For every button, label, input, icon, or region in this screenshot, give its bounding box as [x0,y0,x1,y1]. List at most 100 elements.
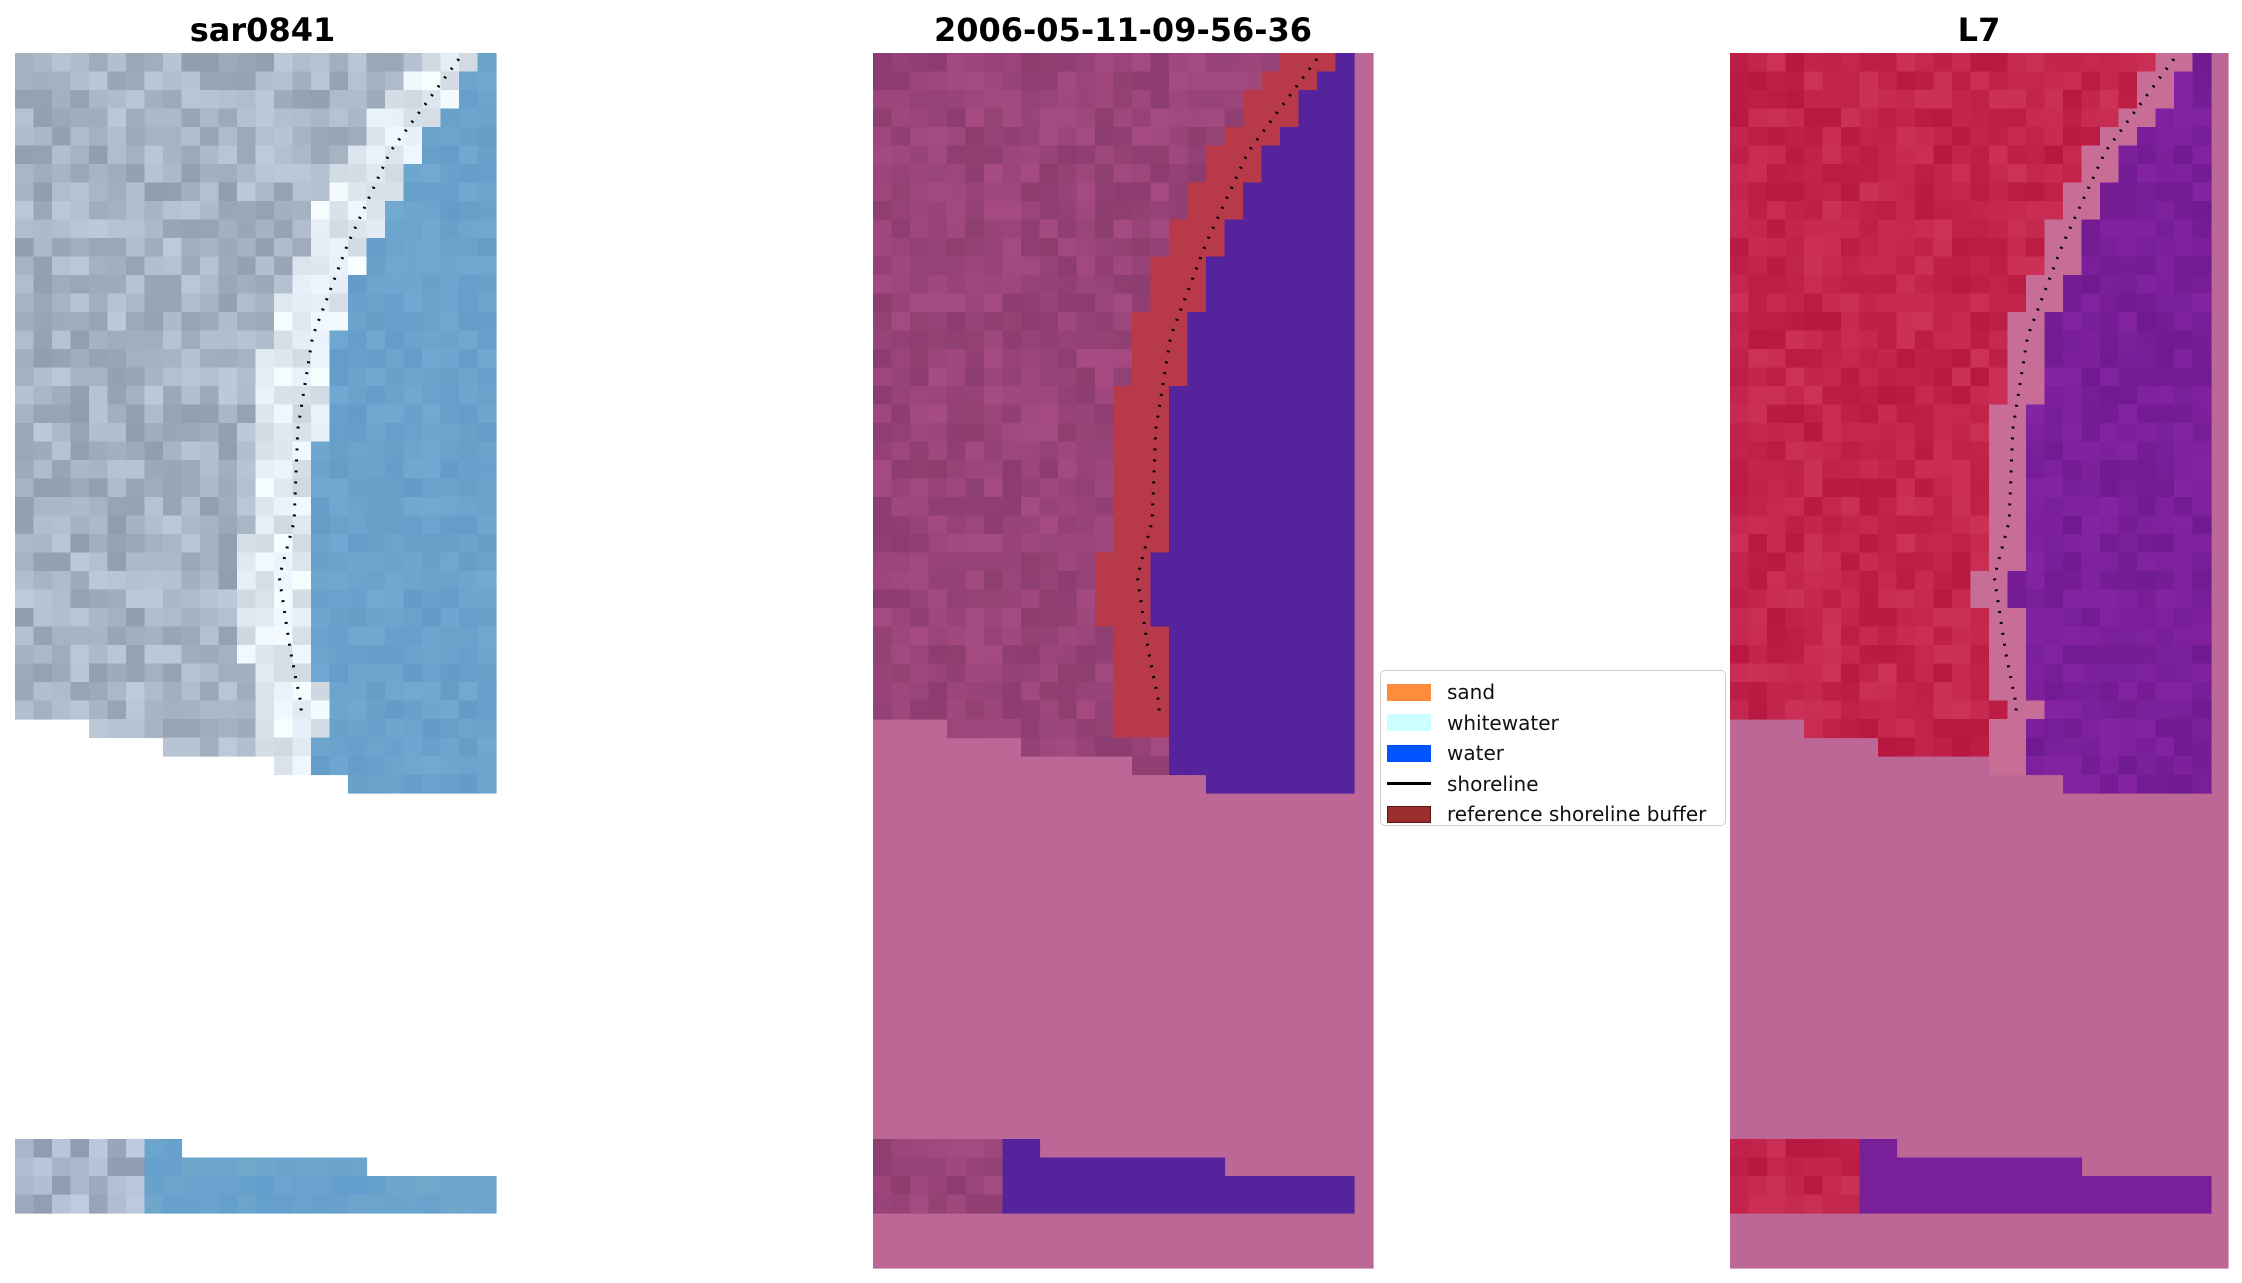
image-pixel [126,127,146,147]
image-pixel [2100,737,2120,757]
image-pixel [2081,534,2101,554]
image-pixel [403,90,423,110]
image-pixel [1878,1176,1898,1196]
image-pixel [2174,182,2194,202]
image-pixel [1933,312,1953,332]
image-pixel [459,700,479,720]
image-pixel [200,275,220,295]
image-pixel [440,608,460,628]
image-pixel [1915,1176,1935,1196]
image-pixel [292,719,312,739]
image-pixel [237,534,257,554]
image-pixel [1317,182,1337,202]
image-pixel [1933,1194,1953,1214]
image-pixel [1952,404,1972,424]
image-pixel [89,404,109,424]
image-pixel [873,108,893,128]
image-pixel [1878,645,1898,665]
image-pixel [2118,275,2138,295]
image-pixel [1952,90,1972,110]
image-pixel [385,497,405,517]
image-pixel [274,441,294,461]
image-pixel [1169,238,1189,258]
image-pixel [15,330,35,350]
image-pixel [255,312,275,332]
image-pixel [2026,275,2046,295]
image-pixel [274,293,294,313]
image-pixel [891,256,911,276]
image-pixel [218,663,238,683]
image-pixel [1804,275,1824,295]
image-pixel [2155,404,2175,424]
image-pixel [2044,312,2064,332]
image-pixel [126,1157,146,1177]
image-pixel [1767,608,1787,628]
image-pixel [1841,53,1861,73]
image-pixel [255,108,275,128]
image-pixel [1280,219,1300,239]
image-pixel [2100,663,2120,683]
image-pixel [218,386,238,406]
image-pixel [292,1157,312,1177]
image-pixel [237,515,257,535]
image-pixel [910,108,930,128]
image-pixel [1970,367,1990,387]
image-pixel [200,201,220,221]
image-pixel [274,663,294,683]
image-pixel [181,238,201,258]
image-pixel [1206,312,1226,332]
image-pixel [126,1194,146,1214]
image-pixel [1822,1139,1842,1159]
image-pixel [1113,201,1133,221]
image-pixel [2137,312,2157,332]
image-pixel [2081,460,2101,480]
image-pixel [2155,275,2175,295]
image-pixel [292,441,312,461]
image-pixel [181,349,201,369]
image-pixel [1335,90,1355,110]
image-pixel [1896,201,1916,221]
image-pixel [422,275,442,295]
image-pixel [1317,71,1337,91]
image-pixel [126,201,146,221]
image-pixel [311,312,331,332]
image-pixel [2026,645,2046,665]
image-pixel [311,1194,331,1214]
image-pixel [2044,330,2064,350]
image-pixel [1933,534,1953,554]
image-pixel [2081,571,2101,591]
image-pixel [329,1176,349,1196]
image-pixel [311,589,331,609]
image-pixel [1039,145,1059,165]
image-pixel [2192,349,2212,369]
image-pixel [1989,1157,2009,1177]
image-pixel [89,330,109,350]
image-pixel [33,626,53,646]
image-pixel [348,404,368,424]
image-pixel [181,312,201,332]
image-pixel [274,756,294,776]
image-pixel [1804,201,1824,221]
image-pixel [2118,404,2138,424]
image-pixel [107,571,127,591]
image-pixel [1767,497,1787,517]
image-pixel [218,682,238,702]
image-pixel [1822,719,1842,739]
image-pixel [366,238,386,258]
image-pixel [1952,219,1972,239]
image-pixel [1767,219,1787,239]
image-pixel [403,589,423,609]
image-pixel [477,441,497,461]
image-pixel [385,589,405,609]
image-pixel [2063,737,2083,757]
image-pixel [70,515,90,535]
image-pixel [144,238,164,258]
image-pixel [385,164,405,184]
image-pixel [15,164,35,184]
image-pixel [1730,663,1750,683]
image-pixel [89,663,109,683]
image-pixel [1952,608,1972,628]
image-pixel [2192,256,2212,276]
image-pixel [1002,145,1022,165]
image-pixel [366,663,386,683]
